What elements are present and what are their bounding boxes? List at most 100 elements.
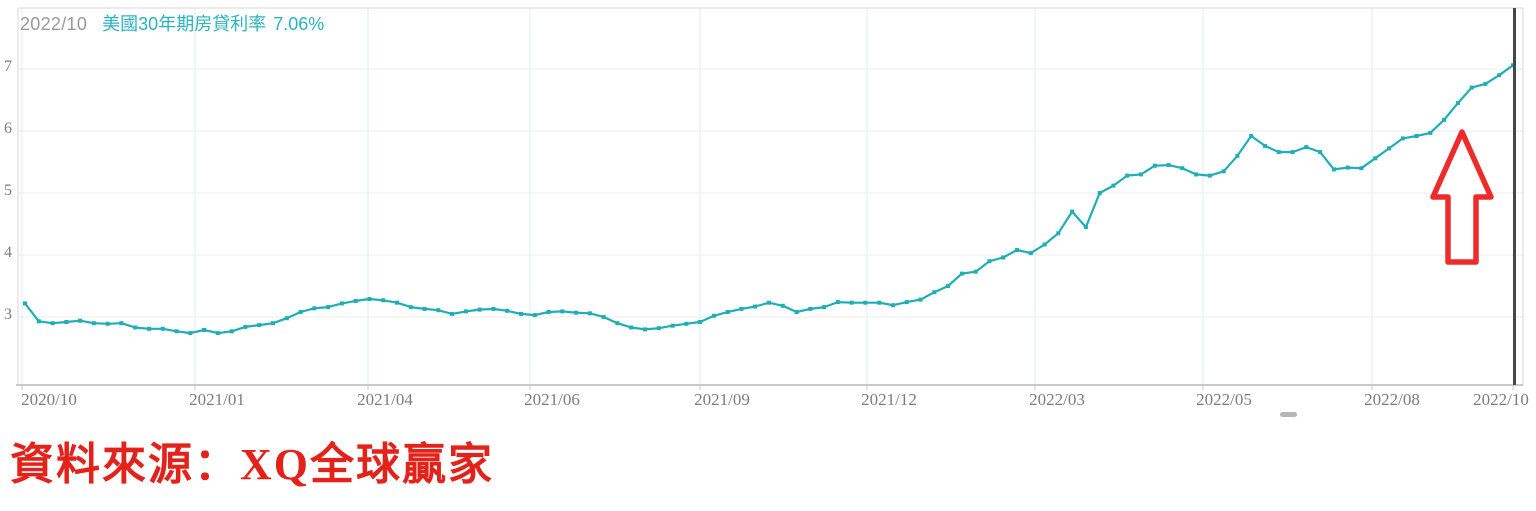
scrollbar-dash[interactable] <box>1280 412 1297 417</box>
data-point-marker <box>1373 156 1378 161</box>
data-point-marker <box>133 325 138 330</box>
data-point-marker <box>326 305 331 310</box>
data-point-marker <box>601 315 606 319</box>
data-point-marker <box>339 301 344 306</box>
data-point-marker <box>587 311 592 316</box>
x-tick-label: 2021/09 <box>694 390 750 409</box>
data-point-marker <box>1442 117 1447 122</box>
data-point-marker <box>491 306 496 311</box>
latest-value-label: 7.06% <box>273 14 325 34</box>
x-tick-label: 2021/06 <box>524 390 580 409</box>
data-point-marker <box>670 323 675 328</box>
series-title-label: 美國30年期房貸利率 <box>102 14 267 34</box>
x-tick-label: 2022/05 <box>1196 390 1252 409</box>
data-point-marker <box>36 319 41 324</box>
data-point-marker <box>904 300 909 305</box>
data-point-marker <box>1331 167 1336 172</box>
data-point-marker <box>408 305 413 310</box>
data-point-marker <box>780 303 785 308</box>
data-point-marker <box>1139 172 1143 177</box>
data-point-marker <box>243 324 248 329</box>
data-point-marker <box>202 328 207 332</box>
data-point-marker <box>1235 153 1240 158</box>
data-point-marker <box>753 304 758 309</box>
data-point-marker <box>1455 101 1460 106</box>
x-tick-label: 2021/04 <box>357 390 413 409</box>
data-point-marker <box>849 300 854 305</box>
data-point-marker <box>767 300 771 305</box>
up-arrow-icon <box>1430 129 1494 265</box>
data-point-marker <box>1111 183 1116 188</box>
data-point-marker <box>505 308 510 313</box>
data-point-marker <box>463 309 468 314</box>
data-point-marker <box>284 316 289 321</box>
data-point-marker <box>1276 150 1281 155</box>
data-point-marker <box>711 313 716 318</box>
data-point-marker <box>1304 145 1309 150</box>
data-point-marker <box>684 321 689 326</box>
data-point-marker <box>1083 225 1088 230</box>
y-tick-label: 5 <box>4 182 12 199</box>
data-point-marker <box>1318 150 1323 155</box>
data-point-marker <box>932 290 937 295</box>
y-tick-label: 3 <box>4 306 12 323</box>
data-point-marker <box>519 311 523 316</box>
data-point-marker <box>1028 251 1033 256</box>
data-point-marker <box>395 300 399 305</box>
data-point-marker <box>1249 134 1254 138</box>
data-point-marker <box>174 329 179 334</box>
data-point-marker <box>367 297 372 301</box>
data-point-marker <box>1194 172 1199 177</box>
data-point-marker <box>105 321 110 326</box>
x-tick-label: 2022/03 <box>1029 390 1085 409</box>
data-point-marker <box>532 313 537 318</box>
y-tick-label: 7 <box>4 58 12 75</box>
data-point-marker <box>643 327 647 332</box>
data-point-marker <box>1207 173 1212 178</box>
data-point-marker <box>215 331 220 336</box>
data-point-marker <box>959 271 964 276</box>
data-point-marker <box>629 325 634 330</box>
data-point-marker <box>353 298 358 303</box>
data-point-marker <box>574 310 579 315</box>
data-point-marker <box>1400 136 1405 141</box>
data-point-marker <box>50 321 55 326</box>
data-point-marker <box>422 306 427 311</box>
x-tick-label: 2020/10 <box>21 390 77 409</box>
data-point-marker <box>312 306 317 311</box>
data-point-marker <box>1125 173 1130 178</box>
data-point-marker <box>739 306 744 311</box>
data-point-marker <box>794 310 799 314</box>
cursor-date-label: 2022/10 <box>20 14 88 34</box>
data-point-marker <box>1345 165 1350 170</box>
data-point-marker <box>1469 85 1474 90</box>
data-point-marker <box>1428 130 1433 135</box>
data-point-marker <box>257 323 262 328</box>
data-point-marker <box>822 305 827 310</box>
data-point-marker <box>147 326 151 331</box>
data-point-marker <box>1290 150 1295 155</box>
data-point-marker <box>436 308 441 313</box>
data-point-marker <box>1166 163 1171 168</box>
data-point-marker <box>477 307 482 312</box>
data-point-marker <box>808 306 813 311</box>
data-point-marker <box>91 321 96 326</box>
data-point-marker <box>877 300 882 305</box>
x-tick-label: 2022/08 <box>1364 390 1420 409</box>
data-point-marker <box>64 320 69 324</box>
data-point-marker <box>973 269 978 274</box>
chart-header: 2022/10 美國30年期房貸利率 7.06% <box>20 10 324 36</box>
data-point-marker <box>560 309 565 314</box>
data-point-marker <box>1263 143 1267 148</box>
data-point-marker <box>1483 81 1488 86</box>
data-point-marker <box>1221 169 1226 174</box>
data-point-marker <box>1070 209 1075 214</box>
data-point-marker <box>381 298 386 303</box>
data-point-marker <box>1359 166 1364 171</box>
data-point-marker <box>918 297 923 302</box>
data-point-marker <box>1056 231 1061 236</box>
data-point-marker <box>78 318 83 323</box>
data-point-marker <box>119 321 124 326</box>
